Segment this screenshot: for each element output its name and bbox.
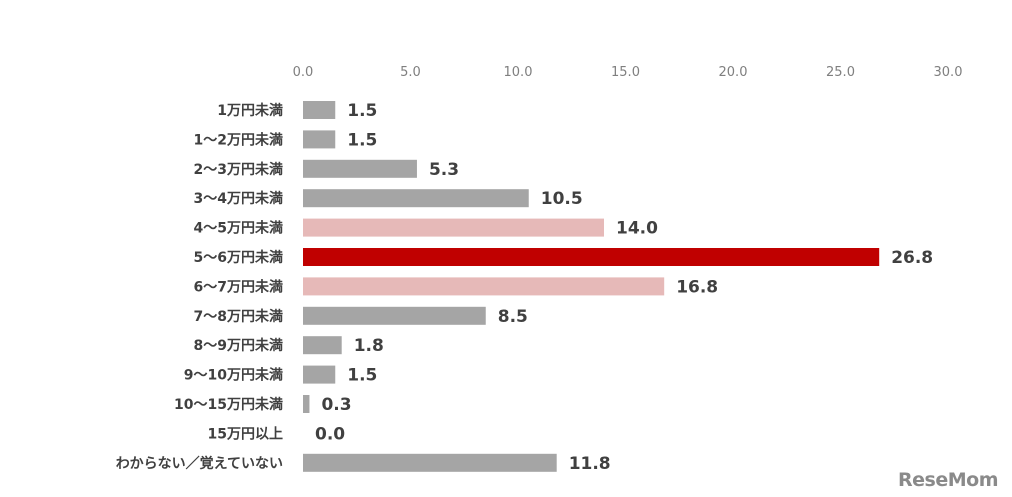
bars	[303, 101, 880, 472]
data-label: 1.5	[347, 366, 377, 386]
data-labels: 1.5 1.5 5.3 10.5 14.0 26.8 16.8 8.5 1.8 1.5 0.3 0.0…	[315, 101, 933, 474]
category-label: 8～9万円未満	[194, 337, 283, 354]
x-tick-label: 25.0	[826, 65, 855, 80]
data-label: 10.5	[541, 189, 583, 209]
bar	[303, 277, 665, 296]
category-label: 6～7万円未満	[194, 278, 283, 295]
data-label: 26.8	[891, 248, 933, 268]
bar	[303, 101, 336, 119]
data-label: 1.5	[347, 101, 377, 121]
resemom-watermark: ReseMom	[898, 469, 998, 491]
category-label: 5～6万円未満	[194, 249, 283, 266]
x-tick-label: 30.0	[934, 65, 963, 80]
category-label: 1万円未満	[217, 102, 283, 119]
x-tick-label: 15.0	[611, 65, 640, 80]
data-label: 1.5	[347, 130, 377, 150]
data-label: 5.3	[429, 160, 459, 180]
data-label: 11.8	[569, 454, 611, 474]
data-label: 0.0	[315, 424, 345, 444]
category-label: 4～5万円未満	[194, 220, 283, 237]
data-label: 14.0	[616, 219, 658, 239]
bar	[303, 130, 336, 149]
category-label: 15万円以上	[208, 426, 283, 442]
category-label: 9～10万円未満	[184, 367, 283, 384]
data-label: 0.3	[321, 395, 351, 415]
bar	[303, 218, 604, 237]
data-label: 1.8	[354, 336, 384, 356]
category-label: 1～2万円未満	[194, 131, 283, 148]
x-tick-label: 5.0	[400, 65, 421, 80]
x-axis-ticks: 0.0 5.0 10.0 15.0 20.0 25.0 30.0	[293, 65, 963, 80]
bar	[303, 306, 486, 325]
category-label: 7～8万円未満	[194, 308, 283, 325]
bar	[303, 248, 880, 266]
bar	[303, 395, 310, 413]
bar	[303, 189, 529, 208]
category-label: 3～4万円未満	[194, 190, 283, 207]
bar	[303, 336, 342, 355]
category-label: わからない／覚えていない	[116, 455, 283, 472]
category-label: 2～3万円未満	[194, 161, 283, 178]
x-tick-label: 10.0	[504, 65, 533, 80]
category-labels: 1万円未満 1～2万円未満 2～3万円未満 3～4万円未満 4～5万円未満 5～6万円未満…	[116, 102, 283, 472]
x-tick-label: 0.0	[293, 65, 314, 80]
bar	[303, 159, 417, 178]
data-label: 16.8	[676, 277, 718, 297]
category-label: 10～15万円未満	[174, 396, 283, 413]
bar	[303, 365, 336, 384]
x-tick-label: 20.0	[719, 65, 748, 80]
data-label: 8.5	[498, 307, 528, 327]
bar	[303, 453, 557, 472]
